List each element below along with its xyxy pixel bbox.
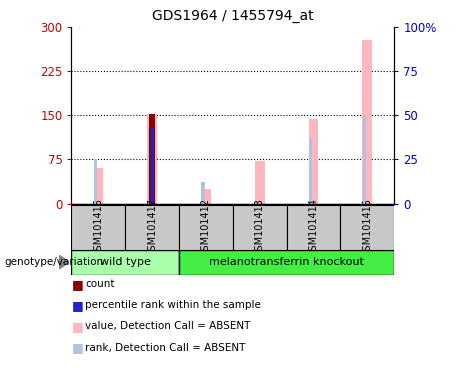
Text: melanotransferrin knockout: melanotransferrin knockout — [209, 257, 364, 267]
Bar — [71, 205, 125, 250]
Bar — [340, 205, 394, 250]
Bar — [125, 205, 179, 250]
Text: value, Detection Call = ABSENT: value, Detection Call = ABSENT — [85, 321, 251, 331]
Text: ■: ■ — [71, 341, 83, 354]
Text: GSM101412: GSM101412 — [201, 198, 211, 257]
Text: GSM101414: GSM101414 — [308, 198, 319, 257]
Bar — [287, 205, 340, 250]
Bar — [309, 119, 318, 204]
Text: rank, Detection Call = ABSENT: rank, Detection Call = ABSENT — [85, 343, 246, 353]
Text: ■: ■ — [71, 320, 83, 333]
Bar — [94, 168, 103, 204]
Text: GSM101417: GSM101417 — [147, 198, 157, 257]
Bar — [233, 205, 287, 250]
Bar — [150, 127, 154, 204]
Text: percentile rank within the sample: percentile rank within the sample — [85, 300, 261, 310]
Title: GDS1964 / 1455794_at: GDS1964 / 1455794_at — [152, 9, 313, 23]
Bar — [309, 138, 312, 204]
Text: GSM101415: GSM101415 — [362, 198, 372, 257]
Bar — [201, 182, 205, 204]
Bar — [363, 115, 366, 204]
Text: ■: ■ — [71, 299, 83, 312]
Text: genotype/variation: genotype/variation — [5, 257, 104, 267]
Bar — [94, 159, 97, 204]
Text: wild type: wild type — [100, 257, 151, 267]
Bar — [201, 189, 211, 204]
Text: count: count — [85, 279, 115, 289]
Text: GSM101416: GSM101416 — [93, 198, 103, 257]
Text: ■: ■ — [71, 278, 83, 291]
Bar — [362, 40, 372, 204]
Bar — [179, 205, 233, 250]
Bar — [149, 114, 155, 204]
Bar — [255, 161, 265, 204]
Bar — [179, 250, 394, 275]
Polygon shape — [59, 255, 69, 269]
Text: GSM101413: GSM101413 — [254, 198, 265, 257]
Bar — [71, 250, 179, 275]
Bar — [148, 114, 157, 204]
Bar — [148, 127, 151, 204]
